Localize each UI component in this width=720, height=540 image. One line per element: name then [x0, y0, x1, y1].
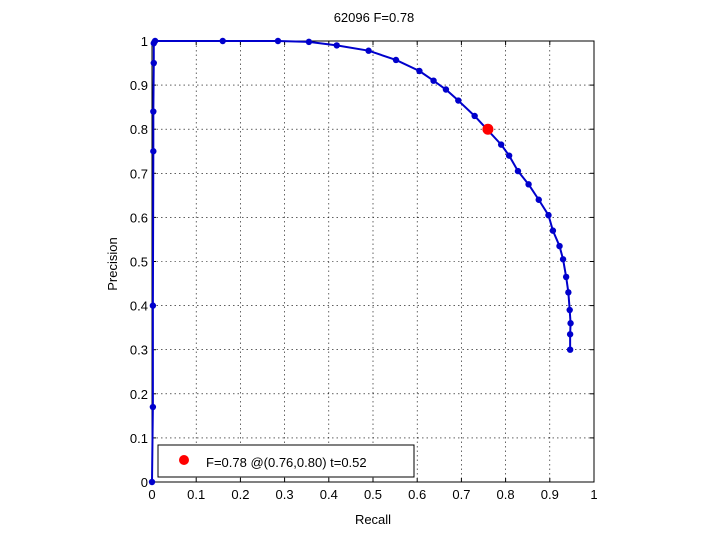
- pr-curve-point: [150, 59, 157, 67]
- y-tick-label: 0.1: [130, 431, 148, 446]
- pr-curve-point: [505, 152, 513, 159]
- x-tick-label: 0.2: [231, 487, 249, 502]
- pr-curve-point: [442, 86, 450, 93]
- pr-curve-point: [274, 37, 282, 45]
- legend-box: [157, 444, 415, 478]
- pr-curve-point: [566, 331, 574, 338]
- y-axis-ticks: 0 0.1 0.2 0.3 0.4 0.5 0.6 0.7 0.8 0.9 1: [130, 34, 594, 490]
- x-axis-label: Recall: [355, 512, 391, 527]
- pr-curve-point: [305, 38, 313, 46]
- chart-title: 62096 F=0.78: [334, 10, 415, 25]
- best-f-point: [482, 123, 494, 135]
- x-tick-label: 0.1: [187, 487, 205, 502]
- pr-curve-point: [559, 256, 567, 263]
- x-tick-label: 0.5: [364, 487, 382, 502]
- pr-curve-point: [333, 42, 340, 49]
- pr-curve-point: [471, 112, 478, 120]
- pr-curve-point: [365, 47, 372, 54]
- pr-curve-point: [514, 167, 522, 175]
- pr-curve-point: [497, 141, 505, 148]
- pr-curve-point: [545, 211, 552, 219]
- pr-curve-point: [148, 478, 156, 486]
- legend-marker: [179, 455, 189, 465]
- x-axis-ticks: 0 0.1 0.2 0.3 0.4 0.5 0.6 0.7 0.8 0.9 1: [148, 41, 598, 502]
- pr-curve-point: [567, 320, 574, 327]
- pr-curve-point: [150, 148, 157, 155]
- y-tick-label: 0.3: [130, 343, 148, 358]
- y-tick-label: 0.7: [130, 166, 148, 181]
- pr-curve-point: [149, 302, 157, 309]
- pr-curve-point: [535, 196, 542, 203]
- pr-curve-point: [549, 227, 557, 234]
- y-tick-label: 0.4: [130, 299, 148, 314]
- x-tick-label: 0.6: [408, 487, 426, 502]
- pr-curve-point: [150, 108, 157, 115]
- x-tick-label: 0.9: [541, 487, 559, 502]
- pr-curve-point: [392, 56, 400, 64]
- pr-curve-point: [566, 346, 574, 353]
- series-layer: [148, 37, 574, 486]
- pr-curve-point: [566, 306, 573, 314]
- pr-curve-point: [562, 273, 570, 281]
- x-tick-label: 0.8: [497, 487, 515, 502]
- grid: [152, 41, 594, 482]
- pr-curve-point: [151, 37, 159, 45]
- x-tick-label: 0.7: [452, 487, 470, 502]
- x-tick-label: 0.4: [320, 487, 338, 502]
- y-tick-label: 0: [141, 475, 148, 490]
- pr-curve-point: [219, 37, 226, 45]
- highlight-layer: [482, 123, 494, 135]
- pr-curve-point: [565, 289, 572, 296]
- pr-curve-point: [455, 97, 462, 104]
- pr-curve-point: [556, 242, 563, 250]
- x-tick-label: 0: [148, 487, 155, 502]
- legend: F=0.78 @(0.76,0.80) t=0.52: [157, 444, 415, 478]
- y-tick-label: 0.9: [130, 78, 148, 93]
- pr-curve-point: [525, 181, 532, 188]
- x-tick-label: 0.3: [276, 487, 294, 502]
- y-tick-label: 0.5: [130, 255, 148, 270]
- pr-curve-point: [149, 403, 157, 411]
- y-tick-label: 0.2: [130, 387, 148, 402]
- y-tick-label: 0.6: [130, 210, 148, 225]
- y-axis-label: Precision: [105, 237, 120, 290]
- y-tick-label: 1: [141, 34, 148, 49]
- x-tick-label: 1: [590, 487, 597, 502]
- pr-curve-point: [430, 77, 437, 84]
- legend-label: F=0.78 @(0.76,0.80) t=0.52: [206, 455, 367, 470]
- pr-curve-line: [151, 40, 572, 483]
- y-tick-label: 0.8: [130, 122, 148, 137]
- pr-curve-point: [416, 67, 423, 75]
